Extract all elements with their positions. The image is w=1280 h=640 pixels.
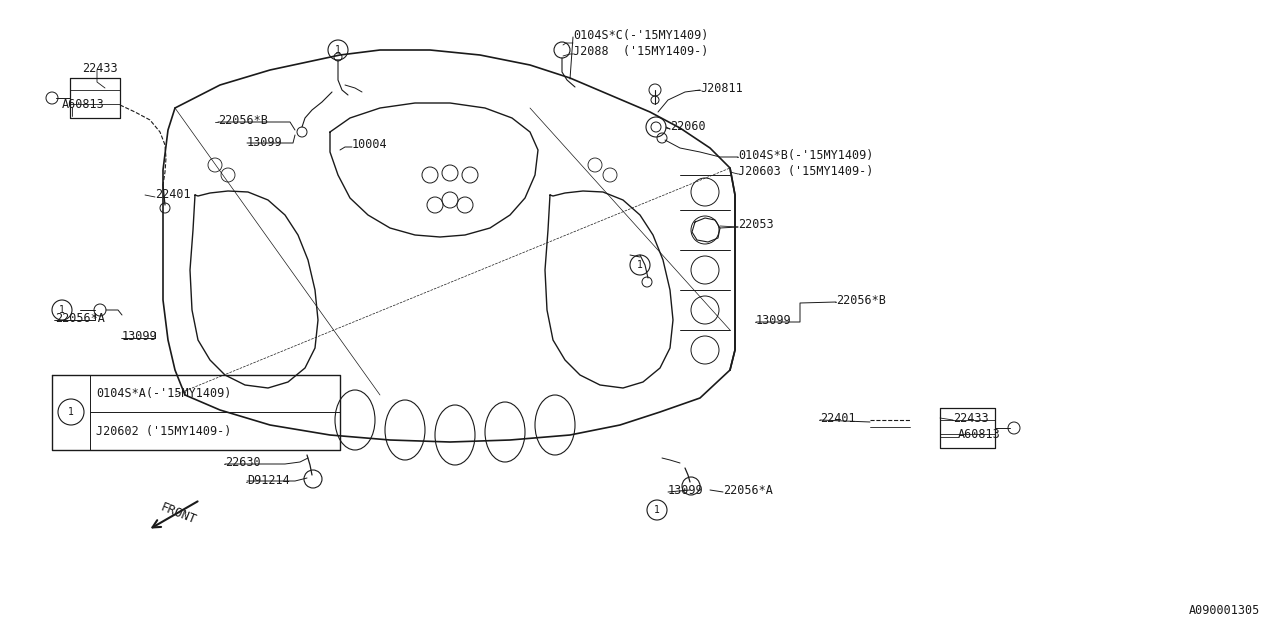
- Text: J20811: J20811: [700, 81, 742, 95]
- Text: 1: 1: [654, 505, 660, 515]
- Text: 22056*A: 22056*A: [55, 312, 105, 324]
- Text: 22053: 22053: [739, 218, 773, 232]
- Text: 1: 1: [68, 407, 74, 417]
- Text: 13099: 13099: [122, 330, 157, 342]
- Text: 1: 1: [335, 45, 340, 55]
- Text: 22056*B: 22056*B: [836, 294, 886, 307]
- Text: A090001305: A090001305: [1189, 604, 1260, 616]
- Text: 22056*B: 22056*B: [218, 113, 268, 127]
- Text: 0104S*C(-'15MY1409): 0104S*C(-'15MY1409): [573, 29, 708, 42]
- Text: A60813: A60813: [957, 429, 1001, 442]
- Text: 0104S*B(-'15MY1409): 0104S*B(-'15MY1409): [739, 148, 873, 161]
- Text: 22060: 22060: [669, 120, 705, 134]
- Text: J20603 ('15MY1409-): J20603 ('15MY1409-): [739, 166, 873, 179]
- Text: J2088  ('15MY1409-): J2088 ('15MY1409-): [573, 45, 708, 58]
- Text: 22433: 22433: [954, 412, 988, 424]
- Text: FRONT: FRONT: [159, 501, 198, 527]
- Text: 0104S*A(-'15MY1409): 0104S*A(-'15MY1409): [96, 387, 232, 400]
- Text: 10004: 10004: [352, 138, 388, 152]
- Text: 22630: 22630: [225, 456, 261, 468]
- Text: 22401: 22401: [155, 189, 191, 202]
- Text: 13099: 13099: [756, 314, 791, 326]
- Text: 22401: 22401: [820, 412, 855, 424]
- Text: 1: 1: [59, 305, 65, 315]
- Text: 1: 1: [637, 260, 643, 270]
- Text: 13099: 13099: [668, 483, 704, 497]
- Text: 22056*A: 22056*A: [723, 483, 773, 497]
- Text: D91214: D91214: [247, 474, 289, 486]
- Text: 22433: 22433: [82, 61, 118, 74]
- Text: 13099: 13099: [247, 136, 283, 150]
- Text: A60813: A60813: [61, 99, 105, 111]
- Text: J20602 ('15MY1409-): J20602 ('15MY1409-): [96, 424, 232, 438]
